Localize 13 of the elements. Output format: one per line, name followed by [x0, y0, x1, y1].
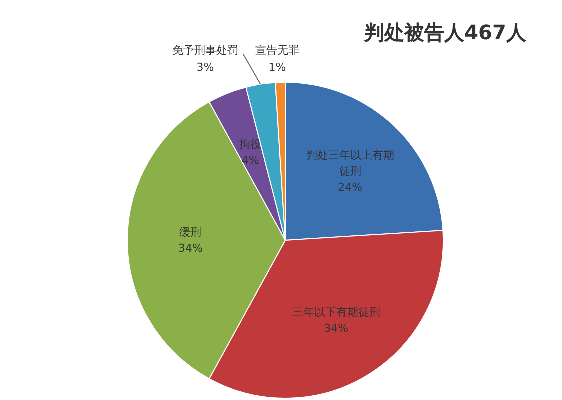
data-label: 3%	[196, 61, 214, 74]
chart-title: 判处被告人467人	[364, 20, 528, 44]
data-label: 34%	[324, 322, 349, 336]
data-label: 34%	[178, 242, 203, 255]
data-label: 4%	[242, 154, 260, 167]
slice-label: 宣告无罪	[256, 44, 300, 57]
slice-label: 拘役	[240, 138, 262, 151]
slice-label: 免予刑事处罚	[172, 44, 238, 57]
data-label: 1%	[268, 61, 286, 74]
slice-label: 三年以下有期徒刑	[292, 306, 380, 320]
slice-label: 缓刑	[180, 226, 202, 239]
data-label: 24%	[338, 180, 363, 194]
slice-label: 判处三年以上有期徒刑	[306, 148, 394, 178]
